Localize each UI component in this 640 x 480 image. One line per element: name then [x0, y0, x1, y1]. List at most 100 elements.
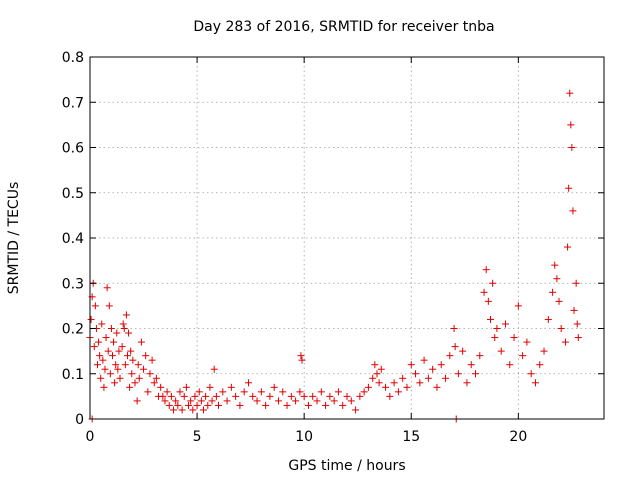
data-point [223, 397, 231, 405]
data-point [152, 374, 160, 382]
data-point [227, 383, 235, 391]
data-point [442, 374, 450, 382]
data-point [377, 365, 385, 373]
data-point [200, 406, 208, 414]
data-point [369, 374, 377, 382]
data-point [416, 379, 424, 387]
data-point [107, 325, 115, 332]
y-tick-label: 0.2 [62, 322, 84, 338]
data-point [262, 401, 270, 409]
data-point [489, 279, 497, 287]
data-point [566, 89, 574, 97]
data-point [174, 401, 182, 409]
y-tick-label: 0.8 [62, 50, 84, 66]
data-point [403, 383, 411, 391]
data-point [322, 401, 330, 409]
data-point [208, 397, 216, 405]
data-point [360, 388, 368, 396]
data-point [87, 315, 95, 323]
y-tick-label: 0.1 [62, 367, 84, 383]
data-point [118, 343, 126, 351]
data-point [197, 397, 205, 405]
data-point [111, 379, 119, 387]
data-point [523, 338, 531, 346]
data-point [215, 401, 222, 409]
data-point [97, 374, 105, 382]
data-point [568, 144, 576, 151]
data-point [573, 320, 581, 328]
data-point [463, 379, 471, 387]
data-point [122, 311, 130, 319]
data-point [210, 365, 218, 373]
data-point [266, 392, 274, 400]
data-point [386, 392, 394, 400]
data-point [123, 352, 131, 360]
data-point [476, 352, 484, 360]
data-point [297, 352, 305, 360]
data-point [412, 370, 420, 378]
data-point [424, 374, 432, 382]
data-point [497, 347, 505, 355]
data-point [382, 383, 390, 391]
data-point [433, 383, 441, 391]
data-point [493, 325, 501, 332]
data-point [510, 334, 518, 342]
y-tick-label: 0.5 [62, 186, 84, 202]
data-point [467, 361, 475, 369]
data-point [112, 361, 120, 369]
data-point [420, 356, 428, 364]
data-point [161, 397, 169, 405]
data-point [244, 379, 252, 387]
data-point [279, 388, 287, 396]
data-point [298, 356, 306, 364]
x-tick-label: 5 [193, 429, 202, 445]
data-point [407, 361, 415, 369]
data-point [287, 392, 295, 400]
data-point [134, 361, 142, 369]
data-point [459, 347, 467, 355]
data-point [375, 379, 383, 387]
data-point [180, 392, 188, 400]
data-point [165, 401, 173, 409]
data-point [236, 401, 244, 409]
data-point [549, 288, 557, 296]
data-point [540, 347, 548, 355]
data-point [484, 297, 492, 305]
data-point [127, 347, 135, 355]
data-point [572, 279, 580, 287]
data-point [99, 356, 107, 364]
data-point [103, 284, 111, 292]
data-point [95, 338, 103, 346]
data-point [270, 383, 278, 391]
data-point [454, 370, 462, 378]
data-point [105, 302, 113, 310]
data-point [133, 397, 141, 405]
data-point [480, 288, 488, 296]
data-point [185, 401, 193, 409]
data-point [326, 392, 334, 400]
data-point [356, 392, 364, 400]
y-tick-label: 0.7 [62, 95, 84, 111]
data-point [96, 352, 104, 360]
data-point [569, 207, 577, 215]
gridlines [90, 57, 604, 419]
data-point [119, 320, 127, 328]
data-point [176, 388, 184, 396]
data-point [106, 370, 114, 378]
data-point [557, 325, 565, 332]
data-point [313, 397, 321, 405]
data-point [574, 334, 582, 342]
y-tick-label: 0.4 [62, 231, 84, 247]
data-point [371, 361, 379, 369]
data-point [527, 370, 535, 378]
data-point [531, 379, 539, 387]
data-point [125, 329, 133, 337]
x-tick-label: 20 [509, 429, 527, 445]
data-point [292, 397, 300, 405]
data-point [347, 397, 355, 405]
data-point [116, 374, 124, 382]
data-point [187, 397, 195, 405]
data-point [90, 343, 98, 351]
data-point [110, 338, 118, 346]
data-point [519, 352, 527, 360]
